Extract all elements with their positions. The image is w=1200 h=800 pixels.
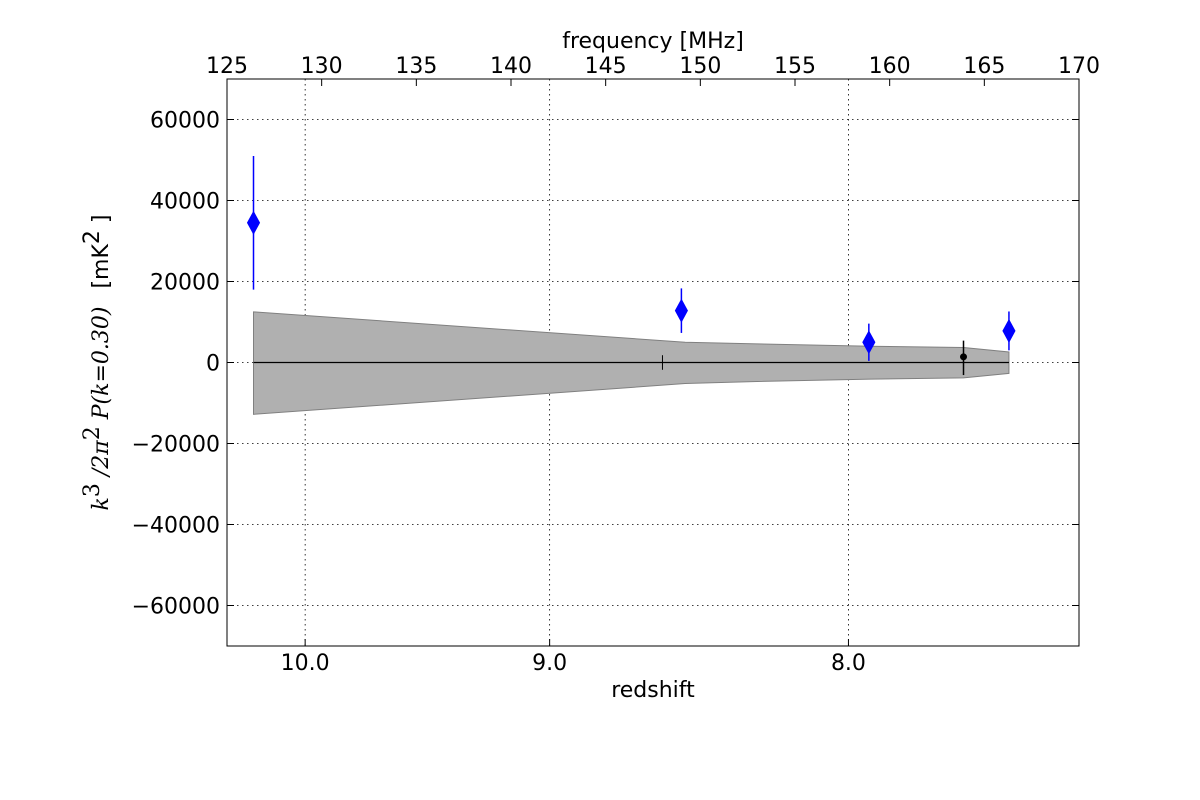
y-tick-label: −60000 [132,595,220,620]
top-x-tick-label: 125 [206,54,248,79]
y-label-pi-exp: 2 [80,426,105,440]
y-tick-label: 20000 [150,271,220,296]
top-x-tick-label: 135 [395,54,437,79]
data-point [246,210,261,235]
top-x-tick-label: 145 [585,54,627,79]
top-x-axis-label: frequency [MHz] [562,29,744,54]
y-axis-label: k3 /2π2 P(k=0.30)[mK2 ] [80,215,114,511]
y-tick-label: 0 [206,352,220,377]
axis-ticks: 60000 40000 20000 0 −20000 −40000 −60000 125 130… [132,54,1100,676]
data-point [960,353,968,361]
y-label-unit-close: ] [89,215,114,231]
top-x-tick-label: 160 [869,54,911,79]
data-point [1002,318,1016,343]
x-axis-label: redshift [611,678,695,703]
y-label-mid: /2π [89,440,114,483]
top-x-tick-label: 170 [1058,54,1100,79]
y-label-unit-exp: 2 [80,230,105,244]
data-point [674,298,688,323]
y-label-k: k [89,497,114,510]
top-x-tick-label: 155 [774,54,816,79]
y-label-power: P(k=0.30) [89,307,114,427]
data-point [862,330,876,355]
bottom-x-tick-label: 9.0 [532,651,567,676]
top-x-tick-label: 150 [679,54,721,79]
top-x-tick-label: 130 [301,54,343,79]
top-x-tick-label: 140 [490,54,532,79]
top-x-tick-label: 165 [963,54,1005,79]
bottom-x-tick-label: 8.0 [831,651,866,676]
y-tick-label: −40000 [132,514,220,539]
y-label-k-exp: 3 [80,483,105,497]
y-tick-label: 40000 [150,190,220,215]
data-series [246,155,1016,376]
bottom-x-tick-label: 10.0 [281,651,330,676]
y-label-unit: [mK [89,244,114,289]
y-tick-label: 60000 [150,109,220,134]
y-tick-label: −20000 [132,433,220,458]
